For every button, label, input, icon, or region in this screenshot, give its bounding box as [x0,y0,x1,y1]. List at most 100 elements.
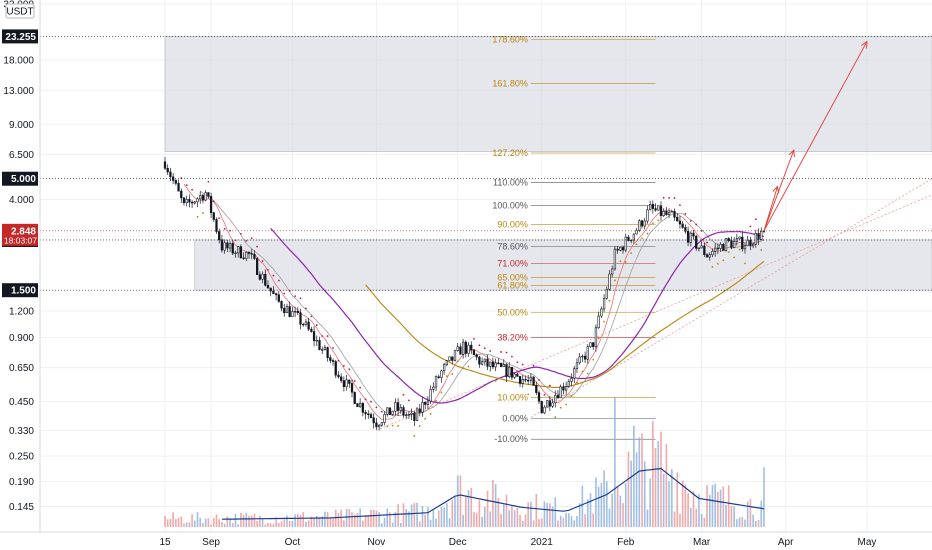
candle [353,391,356,405]
candle-body [665,210,668,216]
candle [448,356,451,362]
candle-body [727,238,730,242]
candle [532,376,535,386]
candle [695,234,698,251]
candle [361,402,364,417]
time-axis-panel[interactable] [0,532,932,550]
candle [632,233,636,244]
volume-bar [421,505,424,527]
candle-body [578,356,581,364]
psar-dot [435,399,437,402]
volume-bar [362,520,364,527]
volume-bar [624,483,627,527]
psar-dot [521,363,524,366]
candle [220,234,224,253]
candle-body [564,386,568,391]
volume-bar [204,518,207,527]
price-tick-label: 0.250 [9,452,34,463]
volume-bar [530,501,532,527]
fib-level-label: 50.00% [497,307,528,317]
volume-bar [318,518,321,527]
candle-body [529,376,533,381]
price-tick-label: 4.000 [9,195,34,206]
candle-body [220,239,224,251]
candle-body [749,239,752,247]
candle [478,355,481,368]
candle [269,287,272,297]
volume-bar [435,518,437,527]
candle-body [535,385,538,393]
volume-bar [378,512,380,527]
candle-body [711,251,714,256]
psar-dot [445,375,448,377]
candle-body [627,236,630,242]
currency-button[interactable] [5,3,35,19]
volume-bar [513,510,516,527]
candle-body [662,210,665,216]
candle [461,338,465,359]
volume-bar [343,520,345,527]
psar-dot [760,249,763,251]
candle-body [193,201,196,204]
candle-body [415,408,419,421]
candle [518,375,522,388]
psar-dot [364,398,367,401]
candle-body [703,245,706,255]
volume-bar [240,512,242,527]
psar-dot [500,351,502,353]
psar-dot [700,229,703,232]
psar-dot [733,256,736,259]
candle-body [218,231,221,241]
candle-body [556,395,560,399]
volume-bar [432,510,435,527]
candle [738,236,741,240]
candle-body [695,235,698,249]
psar-dot [277,279,280,282]
candle [415,406,419,422]
candle [231,240,234,256]
volume-bar [595,477,597,527]
volume-bar [505,494,508,527]
candle-body [573,368,576,379]
candle [177,179,180,192]
volume-bar [191,514,193,527]
candle [315,335,318,346]
candle [340,373,343,383]
candle [700,241,703,249]
volume-bar [256,520,258,527]
volume-bar [465,495,467,527]
candle-body [367,413,370,415]
psar-dot [603,320,605,323]
candle-body [280,301,283,309]
volume-bar [337,512,340,527]
volume-bar [568,513,570,527]
candle [239,244,243,259]
candle-body [272,290,275,294]
candle-body [657,205,660,211]
volume-bar [245,513,248,527]
volume-bar [367,515,370,527]
volume-bar [736,519,738,527]
volume-bar [462,514,464,527]
candle [475,353,478,361]
psar-dot [668,197,671,199]
candle-body [353,391,356,404]
candle [570,373,573,387]
candle [280,300,283,312]
price-axis-panel[interactable] [0,0,40,532]
candle-body [738,236,741,239]
candle-body [350,383,354,393]
volume-bar [470,487,473,527]
candle [638,219,641,233]
psar-dot [738,248,741,251]
volume-bar [733,506,735,527]
volume-bar [689,507,692,527]
candle [307,317,310,332]
volume-bar [508,510,511,527]
psar-dot [473,338,475,340]
candle [228,241,232,253]
candle [575,358,579,374]
volume-bar [652,421,654,527]
ma-medium-line [199,190,765,416]
